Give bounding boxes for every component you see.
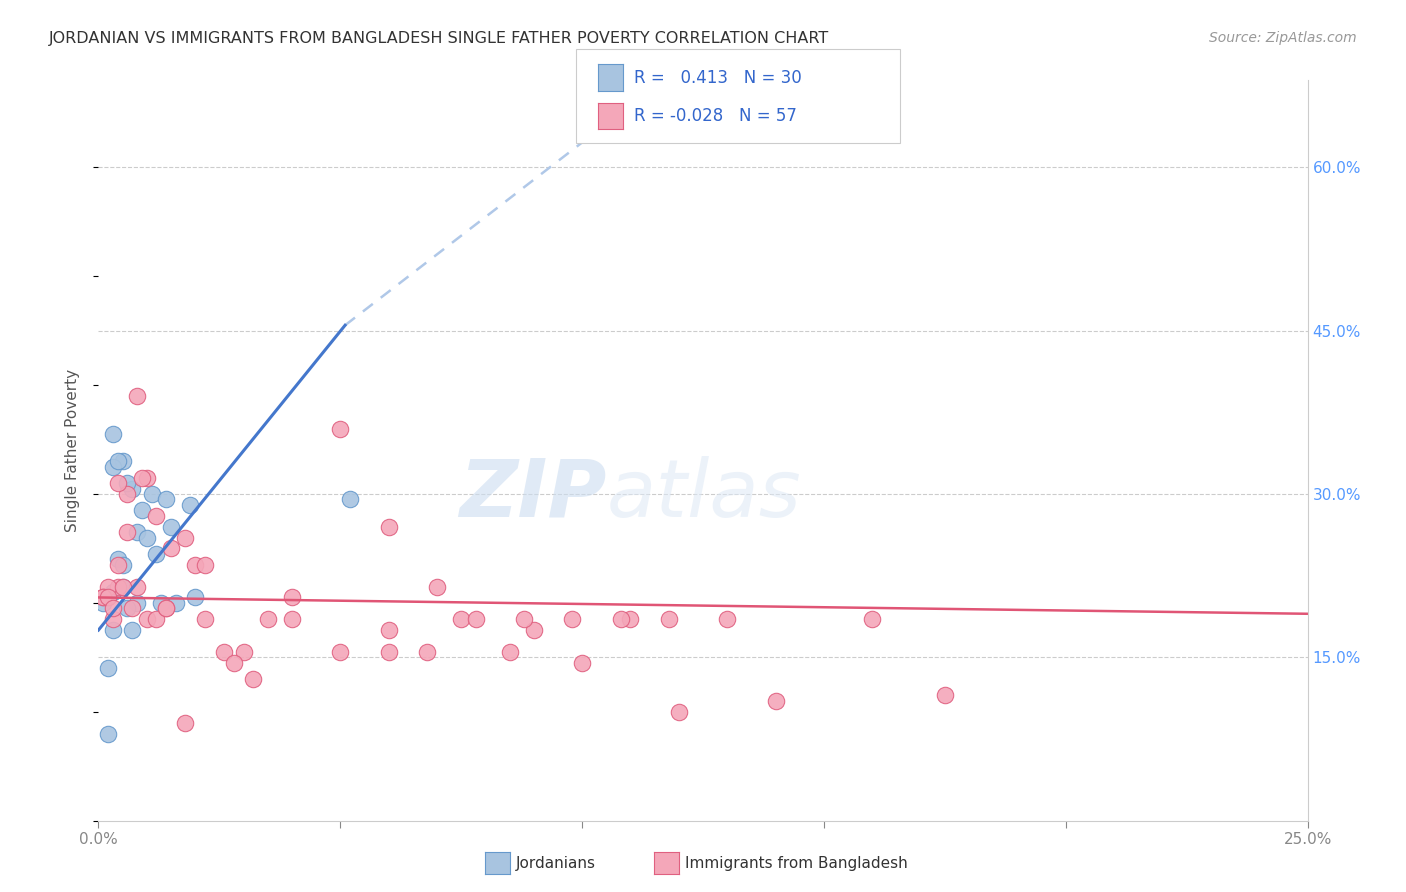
Point: [165, 596, 187, 610]
Point: [155, 492, 177, 507]
Y-axis label: Single Father Poverty: Single Father Poverty: [65, 369, 80, 532]
Point: [91, 591, 114, 605]
Point: [523, 623, 546, 637]
Point: [426, 580, 449, 594]
Point: [212, 645, 235, 659]
Point: [135, 531, 157, 545]
Point: [155, 601, 177, 615]
Point: [121, 623, 143, 637]
Point: [101, 623, 124, 637]
Point: [91, 591, 114, 605]
Point: [716, 612, 738, 626]
Point: [111, 454, 134, 468]
Point: [135, 612, 157, 626]
Point: [141, 487, 163, 501]
Point: [145, 612, 167, 626]
Point: [668, 705, 690, 719]
Point: [256, 612, 278, 626]
Point: [377, 519, 399, 533]
Point: [281, 591, 304, 605]
Point: [222, 656, 245, 670]
Point: [127, 596, 149, 610]
Point: [155, 601, 177, 615]
Point: [111, 558, 134, 572]
Point: [513, 612, 536, 626]
Text: atlas: atlas: [606, 456, 801, 534]
Point: [107, 558, 129, 572]
Point: [111, 580, 134, 594]
Point: [131, 471, 153, 485]
Point: [101, 601, 124, 615]
Point: [561, 612, 583, 626]
Point: [117, 525, 139, 540]
Point: [97, 580, 120, 594]
Point: [107, 454, 129, 468]
Text: JORDANIAN VS IMMIGRANTS FROM BANGLADESH SINGLE FATHER POVERTY CORRELATION CHART: JORDANIAN VS IMMIGRANTS FROM BANGLADESH …: [49, 31, 830, 46]
Point: [339, 492, 361, 507]
Point: [127, 389, 149, 403]
Point: [101, 459, 124, 474]
Point: [765, 694, 787, 708]
Point: [101, 612, 124, 626]
Point: [194, 558, 217, 572]
Point: [174, 715, 197, 730]
Point: [416, 645, 439, 659]
Point: [117, 601, 139, 615]
Point: [121, 482, 143, 496]
Point: [464, 612, 486, 626]
Point: [107, 580, 129, 594]
Point: [121, 601, 143, 615]
Point: [127, 525, 149, 540]
Point: [117, 487, 139, 501]
Point: [329, 645, 352, 659]
Point: [860, 612, 883, 626]
Point: [135, 471, 157, 485]
Point: [97, 726, 120, 740]
Point: [160, 541, 183, 556]
Point: [160, 519, 183, 533]
Point: [194, 612, 217, 626]
Point: [117, 476, 139, 491]
Point: [131, 503, 153, 517]
Point: [658, 612, 681, 626]
Point: [145, 508, 167, 523]
Point: [619, 612, 641, 626]
Point: [107, 476, 129, 491]
Point: [571, 656, 593, 670]
Text: ZIP: ZIP: [458, 456, 606, 534]
Text: R = -0.028   N = 57: R = -0.028 N = 57: [634, 107, 797, 125]
Point: [934, 689, 956, 703]
Text: R =   0.413   N = 30: R = 0.413 N = 30: [634, 69, 801, 87]
Point: [232, 645, 254, 659]
Text: Immigrants from Bangladesh: Immigrants from Bangladesh: [685, 856, 907, 871]
Point: [450, 612, 472, 626]
Point: [97, 591, 120, 605]
Point: [97, 661, 120, 675]
Point: [377, 623, 399, 637]
Point: [184, 591, 207, 605]
Point: [498, 645, 520, 659]
Point: [184, 558, 207, 572]
Point: [111, 580, 134, 594]
Point: [329, 422, 352, 436]
Point: [281, 612, 304, 626]
Point: [242, 672, 264, 686]
Point: [101, 585, 124, 599]
Point: [610, 612, 633, 626]
Point: [145, 547, 167, 561]
Point: [127, 580, 149, 594]
Point: [97, 591, 120, 605]
Point: [377, 645, 399, 659]
Point: [107, 552, 129, 566]
Point: [150, 596, 173, 610]
Point: [101, 427, 124, 442]
Text: Source: ZipAtlas.com: Source: ZipAtlas.com: [1209, 31, 1357, 45]
Text: Jordanians: Jordanians: [516, 856, 596, 871]
Point: [91, 596, 114, 610]
Point: [174, 531, 197, 545]
Point: [179, 498, 201, 512]
